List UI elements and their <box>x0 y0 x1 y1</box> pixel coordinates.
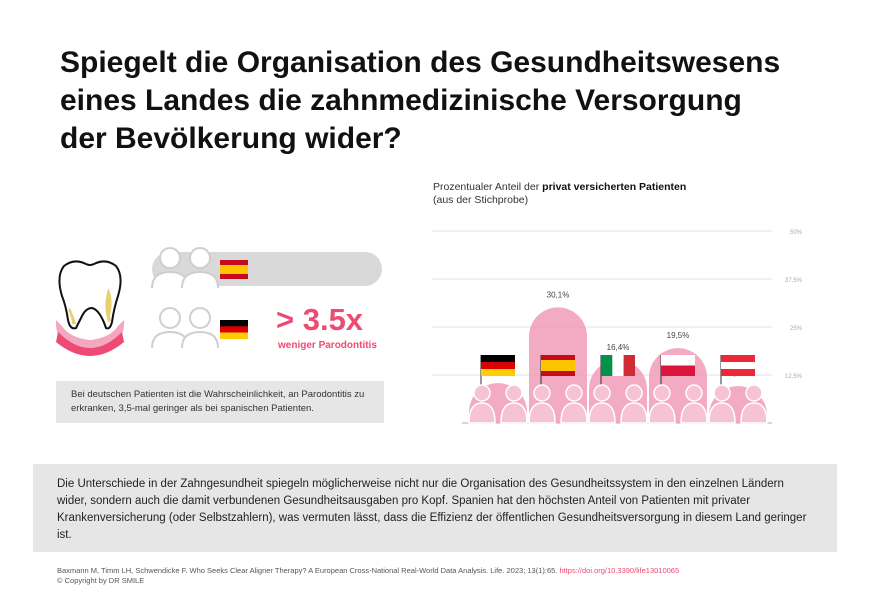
spain-flag-icon <box>220 260 248 279</box>
person-head-icon <box>505 384 523 402</box>
comparison-illustration: > 3.5x weniger Parodontitis <box>48 230 388 370</box>
y-tick-label: 12,5% <box>785 374 803 380</box>
person-head-icon <box>625 384 643 402</box>
chart-header-bold: privat versicherten Patienten <box>542 181 687 193</box>
doi-link[interactable]: https://doi.org/10.3390/life13010065 <box>559 566 680 575</box>
data-label: 16,4% <box>607 343 630 352</box>
flag-stripe <box>721 362 755 369</box>
comparison-note: Bei deutschen Patienten ist die Wahrsche… <box>56 381 384 423</box>
chart-header-prefix: Prozentualer Anteil der <box>433 181 543 193</box>
person-head-icon <box>473 384 491 402</box>
source-citation: Baxmann M, Timm LH, Schwendicke F. Who S… <box>57 566 679 586</box>
ratio-caption: weniger Parodontitis <box>278 340 377 351</box>
flag-stripe <box>541 360 575 371</box>
flag-stripe <box>721 369 755 376</box>
person-head-icon <box>713 384 731 402</box>
flag-stripe <box>661 355 695 366</box>
person-body-icon <box>680 402 708 424</box>
person-head-icon <box>745 384 763 402</box>
person-head-icon <box>593 384 611 402</box>
germany-flag-icon <box>220 320 248 339</box>
data-label: 19,5% <box>667 331 690 340</box>
person-body-icon <box>708 402 736 424</box>
flag-stripe <box>481 362 515 369</box>
person-head-icon <box>685 384 703 402</box>
explanation-text: Die Unterschiede in der Zahngesundheit s… <box>57 478 807 541</box>
person-body-icon <box>740 402 768 424</box>
person-body-icon <box>500 402 528 424</box>
flag-stripe <box>661 365 695 376</box>
people-icon <box>151 307 219 348</box>
y-tick-label: 50% <box>790 230 803 236</box>
y-tick-label: 25% <box>790 326 803 332</box>
explanation-box: Die Unterschiede in der Zahngesundheit s… <box>33 464 837 552</box>
person-head-icon <box>565 384 583 402</box>
title-line-2: eines Landes die zahnmedizinische Versor… <box>60 84 742 117</box>
chart-header-sub: (aus der Stichprobe) <box>433 194 529 206</box>
flag-stripe <box>612 355 624 376</box>
flag-stripe <box>721 355 755 362</box>
tooth-icon <box>55 260 125 356</box>
person-head-icon <box>653 384 671 402</box>
person-head-icon <box>533 384 551 402</box>
flag-stripe <box>623 355 635 376</box>
person-body-icon <box>528 402 556 424</box>
title-line-1: Spiegelt die Organisation des Gesundheit… <box>60 46 781 79</box>
ratio-value: > 3.5x <box>276 302 364 337</box>
person-body-icon <box>648 402 676 424</box>
chart-header: Prozentualer Anteil der privat versicher… <box>433 181 686 207</box>
copyright-text: © Copyright by DR SMILE <box>57 576 145 585</box>
flag-stripe <box>481 369 515 376</box>
person-body-icon <box>620 402 648 424</box>
person-body-icon <box>588 402 616 424</box>
page-title: Spiegelt die Organisation des Gesundheit… <box>60 44 840 158</box>
flag-stripe <box>481 355 515 362</box>
comparison-note-text: Bei deutschen Patienten ist die Wahrsche… <box>71 389 365 414</box>
person-body-icon <box>468 402 496 424</box>
bar-chart: 12,5%25%37,5%50%10,4%30,1%16,4%19,5%9,6% <box>432 230 803 424</box>
citation-text: Baxmann M, Timm LH, Schwendicke F. Who S… <box>57 566 560 575</box>
y-tick-label: 37,5% <box>785 278 803 284</box>
person-body-icon <box>560 402 588 424</box>
flag-stripe <box>601 355 613 376</box>
title-line-3: der Bevölkerung wider? <box>60 122 402 155</box>
people-icon <box>151 247 219 288</box>
data-label: 30,1% <box>547 290 570 299</box>
